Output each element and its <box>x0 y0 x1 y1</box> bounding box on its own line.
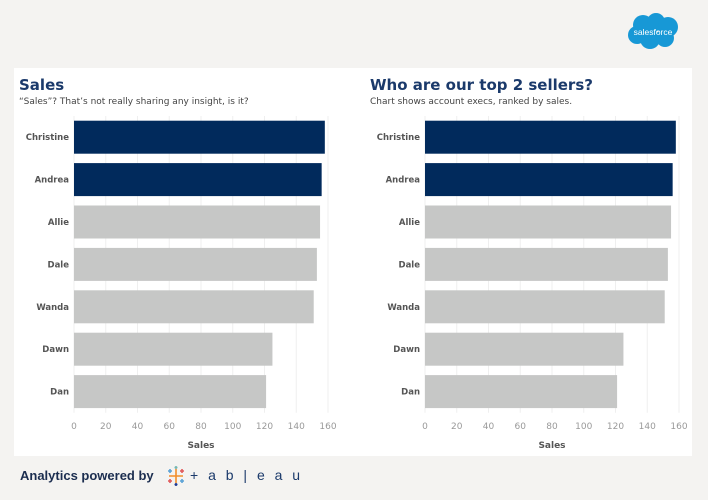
bar-andrea[interactable] <box>425 163 673 197</box>
bar-wanda[interactable] <box>425 290 665 324</box>
category-label: Wanda <box>387 303 420 313</box>
category-label: Christine <box>26 133 69 143</box>
category-label: Andrea <box>35 176 70 186</box>
footer-text: Analytics powered by <box>20 468 154 483</box>
x-tick-label: 60 <box>164 422 176 432</box>
chart-subtitle: “Sales”? That’s not really sharing any i… <box>19 97 249 107</box>
bar-dan[interactable] <box>425 375 618 409</box>
category-label: Andrea <box>386 176 421 186</box>
x-axis-label: Sales <box>538 441 565 451</box>
x-tick-label: 100 <box>575 422 592 432</box>
chart-subtitle: Chart shows account execs, ranked by sal… <box>370 97 573 107</box>
category-label: Dan <box>401 388 420 398</box>
category-label: Dan <box>50 388 69 398</box>
chart-title: Who are our top 2 sellers? <box>370 76 593 94</box>
x-tick-label: 40 <box>483 422 495 432</box>
category-label: Dale <box>399 260 421 270</box>
category-label: Allie <box>48 218 69 228</box>
bar-christine[interactable] <box>74 120 325 154</box>
category-label: Dawn <box>393 345 420 355</box>
x-tick-label: 100 <box>224 422 241 432</box>
svg-text:salesforce: salesforce <box>634 27 673 37</box>
bar-dale[interactable] <box>74 247 317 281</box>
x-tick-label: 20 <box>100 422 112 432</box>
bar-allie[interactable] <box>425 205 672 239</box>
category-label: Wanda <box>36 303 69 313</box>
bar-dawn[interactable] <box>74 332 273 366</box>
category-label: Christine <box>377 133 420 143</box>
bar-christine[interactable] <box>425 120 676 154</box>
salesforce-logo: salesforce <box>626 12 680 50</box>
x-tick-label: 140 <box>639 422 656 432</box>
bar-plot: 0 20 40 60 80 100 120 140 160 Christine Andrea Alli… <box>377 116 688 451</box>
dashboard-panel: Sales “Sales”? That’s not really sharing… <box>14 68 692 456</box>
bar-dan[interactable] <box>74 375 267 409</box>
category-label: Allie <box>399 218 420 228</box>
category-label: Dale <box>48 260 70 270</box>
x-tick-label: 160 <box>670 422 687 432</box>
x-tick-label: 60 <box>515 422 527 432</box>
x-tick-label: 0 <box>422 422 428 432</box>
bar-allie[interactable] <box>74 205 321 239</box>
bar-dawn[interactable] <box>425 332 624 366</box>
sales-chart: Sales “Sales”? That’s not really sharing… <box>14 68 353 456</box>
chart-title: Sales <box>19 76 65 94</box>
x-tick-label: 160 <box>319 422 336 432</box>
tableau-logo-icon <box>166 466 186 490</box>
top-sellers-chart: Who are our top 2 sellers? Chart shows a… <box>365 68 704 456</box>
bar-plot: 0 20 40 60 80 100 120 140 160 Christine Andrea Alli… <box>26 116 337 451</box>
bar-dale[interactable] <box>425 247 668 281</box>
x-tick-label: 80 <box>195 422 207 432</box>
tableau-wordmark: + a b | e a u <box>190 467 304 483</box>
x-tick-label: 120 <box>256 422 273 432</box>
x-tick-label: 80 <box>546 422 558 432</box>
x-tick-label: 140 <box>288 422 305 432</box>
x-axis-label: Sales <box>187 441 214 451</box>
x-tick-label: 20 <box>451 422 463 432</box>
bar-wanda[interactable] <box>74 290 314 324</box>
x-tick-label: 120 <box>607 422 624 432</box>
bar-andrea[interactable] <box>74 163 322 197</box>
category-label: Dawn <box>42 345 69 355</box>
x-tick-label: 0 <box>71 422 77 432</box>
x-tick-label: 40 <box>132 422 144 432</box>
